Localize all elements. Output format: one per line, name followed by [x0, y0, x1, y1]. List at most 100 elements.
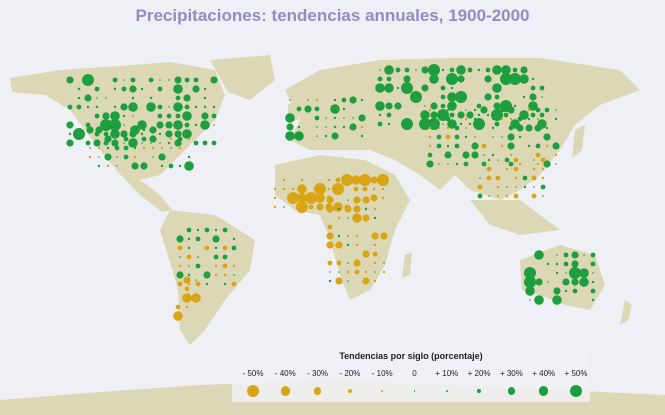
trend-dot [157, 104, 163, 110]
trend-dot [378, 113, 382, 117]
trend-dot [491, 109, 503, 121]
trend-dot [542, 195, 544, 197]
trend-dot [590, 261, 596, 267]
trend-dot [563, 261, 569, 267]
trend-dot [571, 251, 579, 259]
trend-dot [477, 68, 481, 72]
trend-dot [158, 153, 166, 161]
trend-dot [149, 126, 157, 134]
trend-dot [386, 112, 392, 118]
trend-dot [212, 235, 220, 243]
legend-dot [476, 388, 482, 394]
trend-dot [333, 116, 337, 120]
trend-dot [149, 135, 157, 143]
trend-dot [192, 85, 200, 93]
trend-dot [401, 118, 413, 130]
trend-dot [177, 245, 183, 251]
trend-dot [486, 175, 492, 181]
trend-dot [500, 144, 504, 148]
legend-dot [314, 387, 322, 395]
trend-dot [500, 117, 504, 121]
trend-dot [337, 216, 341, 220]
trend-dot [76, 104, 82, 110]
trend-dot [347, 280, 349, 282]
trend-dot [540, 157, 546, 163]
legend-item: - 10% [371, 369, 393, 378]
trend-dot [342, 125, 346, 129]
trend-dot [404, 67, 410, 73]
trend-dot [113, 105, 117, 109]
trend-dot [194, 123, 198, 127]
trend-dot [161, 147, 163, 149]
trend-dot [331, 132, 339, 140]
trend-dot [358, 114, 366, 122]
trend-dot [314, 106, 320, 112]
europe-asia [285, 58, 640, 200]
trend-dot [231, 281, 237, 287]
trend-dot [77, 87, 81, 91]
trend-dot [88, 155, 92, 159]
trend-dot [484, 75, 492, 83]
legend-dot [538, 386, 549, 396]
trend-dot [123, 79, 125, 81]
legend-dot [445, 389, 448, 393]
trend-dot [129, 85, 137, 93]
trend-dot [186, 227, 192, 233]
trend-dot [543, 160, 551, 168]
trend-dot [178, 146, 182, 150]
trend-dot [373, 261, 377, 265]
trend-dot [333, 202, 343, 212]
trend-dot [494, 94, 500, 100]
trend-dot [523, 185, 527, 189]
trend-dot [342, 107, 346, 111]
trend-dot [173, 102, 183, 112]
trend-dot [555, 109, 557, 111]
trend-dot [374, 208, 376, 210]
trend-dot [123, 136, 129, 142]
trend-dot [454, 143, 460, 149]
trend-dot [496, 185, 500, 189]
trend-dot [194, 105, 198, 109]
trend-dot [315, 98, 319, 102]
trend-dot [106, 164, 110, 168]
trend-dot [380, 232, 388, 240]
trend-dot [421, 66, 429, 74]
trend-dot [531, 193, 537, 199]
legend-item: - 20% [339, 369, 361, 378]
trend-dot [159, 79, 161, 81]
trend-dot [471, 151, 479, 159]
trend-dot [337, 234, 341, 238]
trend-dot [326, 232, 334, 240]
trend-dot [326, 196, 334, 204]
trend-dot [168, 79, 170, 81]
trend-dot [346, 243, 350, 247]
trend-dot [203, 96, 207, 100]
trend-dot [335, 177, 341, 183]
trend-dot [176, 271, 184, 279]
trend-dot [73, 128, 85, 140]
trend-dot [445, 134, 451, 140]
trend-dot [214, 228, 218, 232]
trend-dot [446, 73, 458, 85]
trend-dot [554, 153, 558, 157]
trend-dot [123, 154, 129, 160]
legend-item: - 50% [242, 369, 264, 378]
trend-dot [196, 228, 200, 232]
trend-dot [333, 125, 337, 129]
trend-dot [462, 151, 470, 159]
trend-dot [182, 293, 192, 303]
trend-dot [114, 145, 120, 151]
trend-dot [123, 145, 129, 151]
trend-dot [116, 156, 118, 158]
trend-dot [525, 286, 535, 296]
trend-dot [104, 153, 112, 161]
trend-dot [106, 146, 110, 150]
trend-dot [419, 118, 431, 130]
trend-dot [545, 144, 549, 148]
trend-dot [200, 120, 210, 130]
trend-dot [371, 232, 379, 240]
trend-dot [428, 126, 432, 130]
trend-dot [492, 65, 502, 75]
trend-dot [283, 206, 285, 208]
trend-dot [316, 126, 318, 128]
